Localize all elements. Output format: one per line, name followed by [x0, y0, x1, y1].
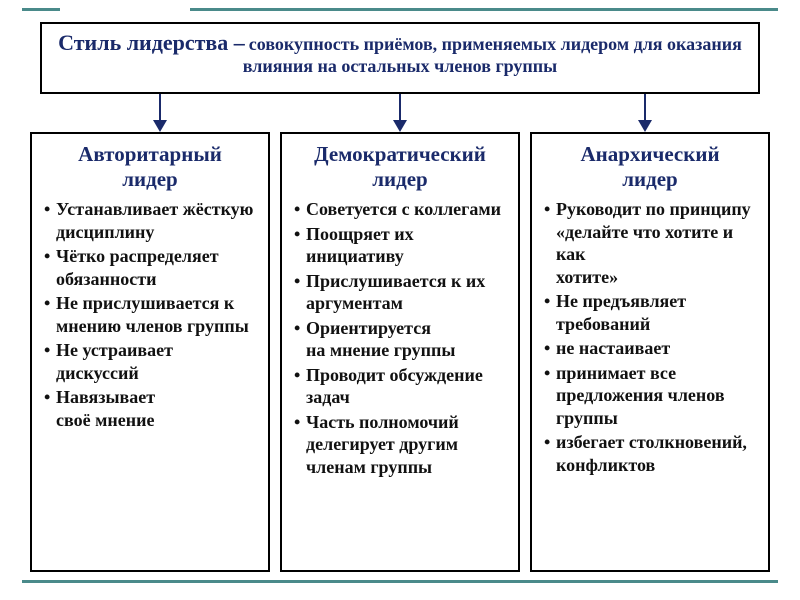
column-box-1: Авторитарныйлидер Устанавливает жёсткую д…	[30, 132, 270, 572]
bullet: Поощряет их инициативу	[292, 223, 508, 268]
column-bullets-1: Устанавливает жёсткую дисциплинуЧётко ра…	[42, 198, 258, 431]
bullet: Прислушивается к их аргументам	[292, 270, 508, 315]
definition-desc: совокупность приёмов, применяемых лидеро…	[243, 34, 742, 76]
frame-top-left	[22, 8, 60, 11]
definition-box: Стиль лидерства – совокупность приёмов, …	[40, 22, 760, 94]
bullet: не настаивает	[542, 337, 758, 360]
definition-term: Стиль лидерства –	[58, 30, 245, 55]
column-title-3: Анархическийлидер	[542, 142, 758, 192]
bullet: Не устраивает дискуссий	[42, 339, 258, 384]
bullet: Ориентируется на мнение группы	[292, 317, 508, 362]
arrow-2	[390, 94, 410, 132]
column-title-2: Демократическийлидер	[292, 142, 508, 192]
bullet: Часть полномочий делегирует другим члена…	[292, 411, 508, 479]
bullet: принимает все предложения членов группы	[542, 362, 758, 430]
frame-top-right	[190, 8, 778, 11]
bullet: Советуется с коллегами	[292, 198, 508, 221]
bullet: Чётко распределяет обязанности	[42, 245, 258, 290]
column-title-1: Авторитарныйлидер	[42, 142, 258, 192]
bullet: Устанавливает жёсткую дисциплину	[42, 198, 258, 243]
column-box-3: Анархическийлидер Руководит по принципу «…	[530, 132, 770, 572]
bullet: избегает столкновений, конфликтов	[542, 431, 758, 476]
bullet: Не предъявляет требований	[542, 290, 758, 335]
column-bullets-2: Советуется с коллегамиПоощряет их инициа…	[292, 198, 508, 478]
definition-text: Стиль лидерства – совокупность приёмов, …	[52, 30, 748, 77]
bullet: Руководит по принципу «делайте что хотит…	[542, 198, 758, 288]
column-box-2: Демократическийлидер Советуется с коллега…	[280, 132, 520, 572]
column-bullets-3: Руководит по принципу «делайте что хотит…	[542, 198, 758, 476]
bullet: Не прислушивается к мнению членов группы	[42, 292, 258, 337]
bullet: Проводит обсуждение задач	[292, 364, 508, 409]
frame-bottom	[22, 580, 778, 583]
arrow-3	[635, 94, 655, 132]
bullet: Навязывает своё мнение	[42, 386, 258, 431]
arrow-1	[150, 94, 170, 132]
